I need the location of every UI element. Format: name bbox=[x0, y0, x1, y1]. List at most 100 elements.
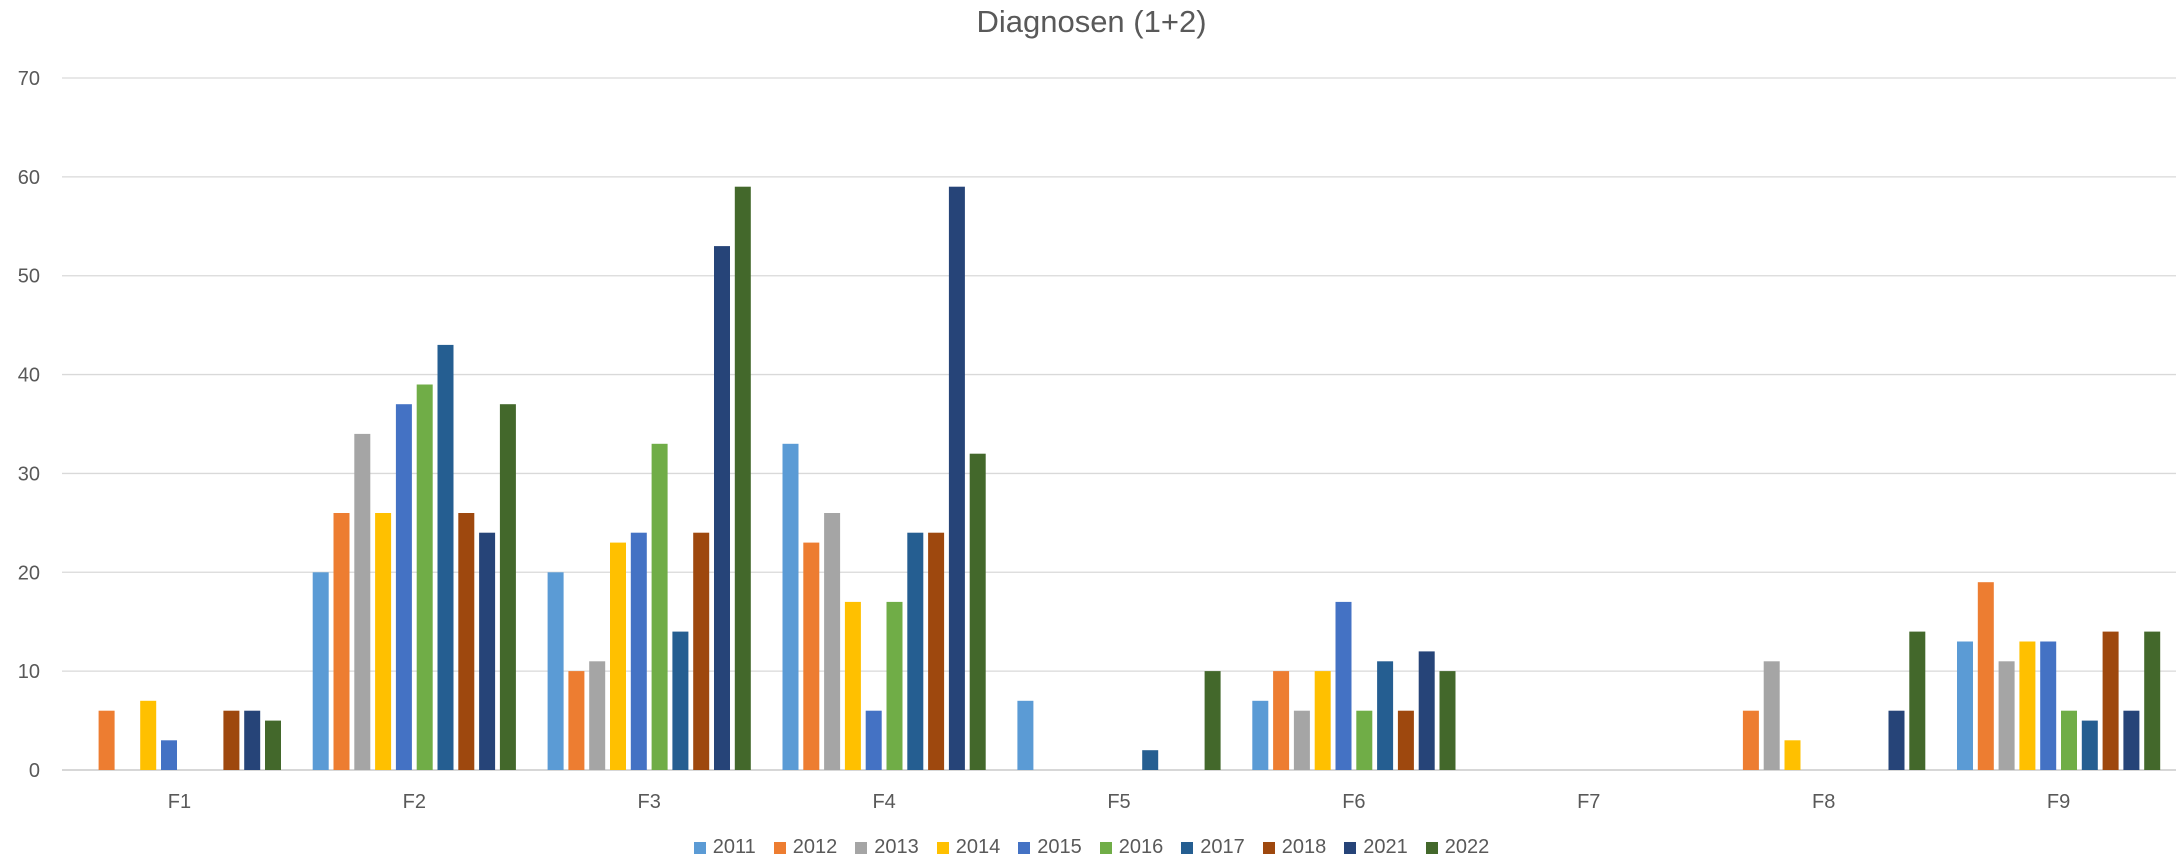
legend-swatch bbox=[1181, 841, 1194, 854]
bar-F2-2014 bbox=[375, 513, 392, 770]
legend-swatch bbox=[693, 841, 706, 854]
y-tick-label: 50 bbox=[18, 266, 40, 288]
bar-F1-2014 bbox=[140, 700, 157, 770]
legend-swatch bbox=[1344, 841, 1357, 854]
bar-F6-2011 bbox=[1252, 700, 1269, 770]
legend-item: 2021 bbox=[1344, 836, 1408, 859]
legend-item: 2013 bbox=[855, 836, 919, 859]
bar-F1-2012 bbox=[98, 710, 115, 770]
x-tick-label: F3 bbox=[638, 791, 661, 813]
bar-F4-2014 bbox=[844, 601, 861, 770]
bar-F4-2022 bbox=[969, 453, 986, 770]
x-tick-label: F7 bbox=[1577, 791, 1600, 813]
bar-F4-2018 bbox=[928, 532, 945, 770]
legend-swatch bbox=[855, 841, 868, 854]
y-tick-label: 20 bbox=[18, 562, 40, 584]
bar-F6-2013 bbox=[1293, 710, 1310, 770]
bar-F4-2011 bbox=[782, 443, 799, 770]
legend-label: 2011 bbox=[712, 836, 756, 858]
bar-F5-2011 bbox=[1017, 700, 1034, 770]
x-tick-label: F6 bbox=[1342, 791, 1365, 813]
legend-label: 2018 bbox=[1281, 836, 1327, 858]
bar-F6-2018 bbox=[1397, 710, 1414, 770]
bar-F4-2015 bbox=[865, 710, 882, 770]
x-axis-ticks: F1 F2 F3 F4 F5 F6 F7 F8 F9 bbox=[168, 791, 2070, 813]
bar-F3-2017 bbox=[672, 631, 689, 770]
legend-label: 2021 bbox=[1363, 836, 1408, 858]
gridlines bbox=[62, 77, 2176, 771]
bar-F8-2014 bbox=[1784, 740, 1801, 770]
legend-label: 2017 bbox=[1200, 836, 1245, 858]
legend-item: 2015 bbox=[1018, 836, 1082, 859]
y-tick-label: 60 bbox=[18, 167, 40, 189]
bar-F4-2013 bbox=[824, 513, 841, 770]
legend-label: 2014 bbox=[955, 836, 1001, 858]
bar-F2-2017 bbox=[437, 344, 454, 770]
legend-swatch bbox=[936, 841, 949, 854]
legend-item: 2012 bbox=[773, 836, 838, 859]
chart-title: Diagnosen (1+2) bbox=[976, 4, 1207, 39]
bar-F4-2016 bbox=[886, 601, 903, 770]
y-tick-label: 70 bbox=[18, 68, 40, 90]
bar-F9-2013 bbox=[1998, 661, 2015, 770]
y-axis-ticks: 0 10 20 30 40 50 60 70 bbox=[18, 68, 40, 782]
bar-F3-2018 bbox=[693, 532, 710, 770]
bar-F8-2013 bbox=[1763, 661, 1780, 770]
bar-F1-2018 bbox=[223, 710, 240, 770]
bar-F3-2021 bbox=[714, 246, 730, 771]
bar-F3-2011 bbox=[547, 572, 564, 770]
x-tick-label: F2 bbox=[403, 791, 426, 813]
bar-F8-2012 bbox=[1742, 710, 1759, 770]
legend-label: 2016 bbox=[1118, 836, 1164, 858]
legend-item: 2017 bbox=[1181, 836, 1245, 859]
legend-item: 2016 bbox=[1099, 836, 1164, 859]
x-tick-label: F9 bbox=[2047, 791, 2070, 813]
bar-F9-2018 bbox=[2102, 631, 2119, 770]
bar-F3-2016 bbox=[651, 443, 668, 770]
y-tick-label: 40 bbox=[18, 365, 40, 387]
bar-F4-2012 bbox=[803, 542, 820, 770]
bar-F6-2017 bbox=[1377, 661, 1394, 770]
legend: 2011 2012 2013 2014 2015 2016 2017 2018 2021 2022 bbox=[0, 836, 2183, 859]
bar-F6-2012 bbox=[1273, 671, 1290, 770]
bar-F5-2022 bbox=[1204, 671, 1221, 770]
bar-F3-2022 bbox=[734, 186, 751, 770]
bar-F2-2018 bbox=[458, 513, 475, 770]
bar-F8-2022 bbox=[1909, 631, 1926, 770]
legend-label: 2012 bbox=[792, 836, 838, 858]
legend-item: 2011 bbox=[693, 836, 756, 859]
legend-swatch bbox=[1262, 841, 1275, 854]
legend-label: 2015 bbox=[1037, 836, 1082, 858]
bar-F2-2011 bbox=[312, 572, 329, 770]
bar-F9-2011 bbox=[1957, 641, 1973, 770]
y-tick-label: 0 bbox=[29, 760, 40, 782]
bar-F1-2015 bbox=[161, 740, 177, 770]
legend-label: 2013 bbox=[874, 836, 919, 858]
bar-F9-2016 bbox=[2061, 710, 2077, 770]
bar-F5-2017 bbox=[1142, 750, 1159, 770]
bar-F6-2015 bbox=[1335, 601, 1352, 770]
x-tick-label: F1 bbox=[168, 791, 191, 813]
legend-swatch bbox=[1425, 841, 1438, 854]
bar-F9-2017 bbox=[2081, 720, 2098, 770]
x-tick-label: F4 bbox=[872, 791, 895, 813]
legend-item: 2022 bbox=[1425, 836, 1489, 859]
x-tick-label: F5 bbox=[1107, 791, 1130, 813]
bar-F8-2021 bbox=[1888, 710, 1905, 770]
bar-F2-2013 bbox=[354, 433, 371, 770]
bar-F6-2014 bbox=[1314, 671, 1331, 770]
bar-F3-2013 bbox=[589, 661, 606, 770]
bar-F9-2014 bbox=[2019, 641, 2036, 770]
legend-item: 2018 bbox=[1262, 836, 1327, 859]
bar-F1-2022 bbox=[265, 720, 281, 770]
x-tick-label: F8 bbox=[1812, 791, 1835, 813]
bar-F6-2016 bbox=[1356, 710, 1373, 770]
bar-F2-2015 bbox=[395, 404, 412, 770]
legend-swatch bbox=[773, 841, 786, 854]
bar-F9-2022 bbox=[2144, 631, 2161, 770]
bar-F9-2015 bbox=[2040, 641, 2057, 770]
bar-F2-2012 bbox=[333, 513, 350, 770]
y-tick-label: 30 bbox=[18, 463, 40, 485]
